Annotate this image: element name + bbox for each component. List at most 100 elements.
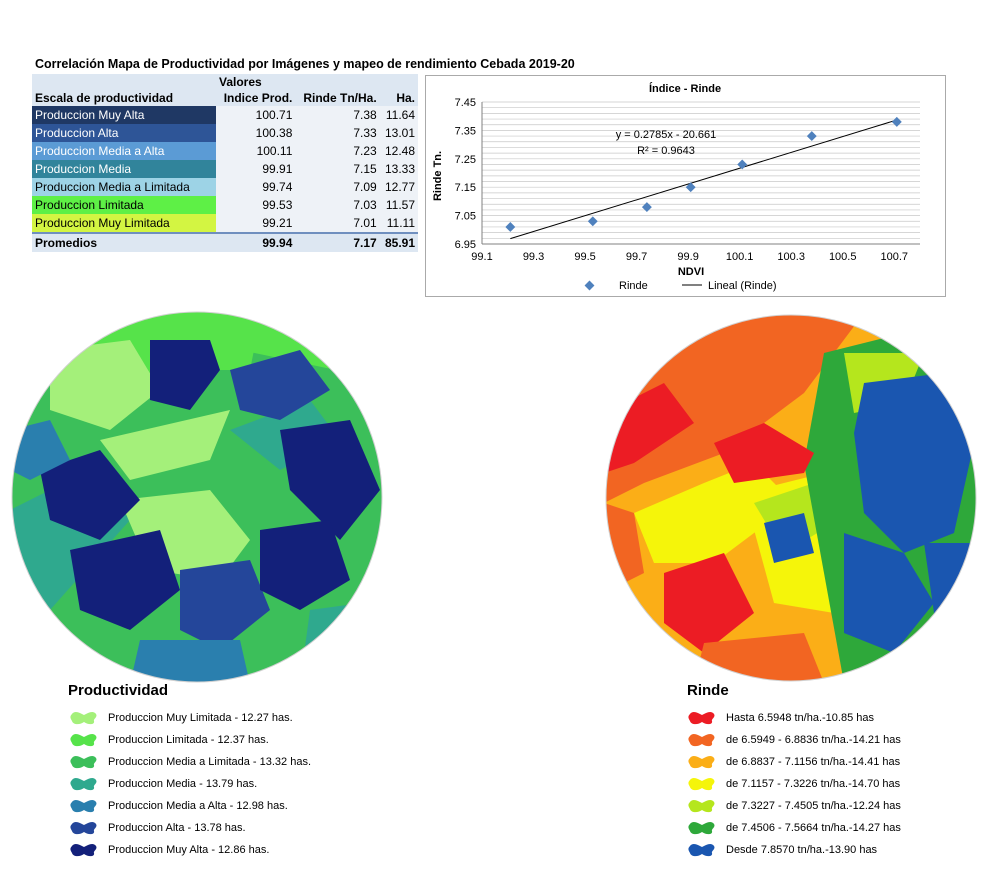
table-row: Produccion Limitada 99.53 7.03 11.57: [32, 196, 418, 214]
row-ha: 12.48: [379, 142, 418, 160]
row-indice: 99.74: [216, 178, 296, 196]
row-indice: 100.71: [216, 106, 296, 124]
data-point: [587, 216, 598, 227]
table-header-group-row: Valores: [32, 74, 418, 90]
y-tick-label: 7.25: [455, 154, 476, 166]
x-tick-label: 100.5: [829, 251, 857, 263]
row-rinde: 7.03: [295, 196, 380, 214]
legend-label: Produccion Limitada - 12.37 has.: [108, 734, 269, 746]
data-point: [737, 159, 748, 170]
x-axis-label: NDVI: [678, 266, 704, 278]
chart-legend: Rinde Lineal (Rinde): [584, 280, 776, 292]
row-rinde: 7.09: [295, 178, 380, 196]
scatter-chart-frame: 99.1 99.3 99.5 99.7 99.9 100.1 100.3 100.5 100.7…: [425, 75, 946, 297]
data-point: [891, 116, 902, 127]
x-tick-label: 99.9: [677, 251, 698, 263]
legend-item: de 7.4506 - 7.5664 tn/ha.-14.27 has: [688, 821, 988, 837]
legend-item: Produccion Limitada - 12.37 has.: [70, 733, 370, 749]
data-point: [806, 131, 817, 142]
table-row: Produccion Media a Alta 100.11 7.23 12.48: [32, 142, 418, 160]
row-ha: 11.64: [379, 106, 418, 124]
legend-item: de 6.5949 - 6.8836 tn/ha.-14.21 has: [688, 733, 988, 749]
yield-legend-title: Rinde: [687, 682, 729, 699]
table-header-row: Escala de productividad Indice Prod. Rin…: [32, 90, 418, 106]
legend-label: Produccion Media a Alta - 12.98 has.: [108, 800, 288, 812]
row-indice: 99.53: [216, 196, 296, 214]
legend-label: Produccion Media - 13.79 has.: [108, 778, 258, 790]
header-indice: Indice Prod.: [216, 90, 296, 106]
row-rinde: 7.23: [295, 142, 380, 160]
row-label: Produccion Media a Limitada: [32, 178, 216, 196]
productivity-map: [11, 311, 383, 683]
legend-label: Produccion Muy Alta - 12.86 has.: [108, 844, 270, 856]
row-rinde: 7.01: [295, 214, 380, 233]
scatter-chart: 99.1 99.3 99.5 99.7 99.9 100.1 100.3 100.5 100.7…: [432, 82, 920, 292]
legend-label: de 7.1157 - 7.3226 tn/ha.-14.70 has: [726, 778, 901, 790]
report-title: Correlación Mapa de Productividad por Im…: [35, 57, 575, 71]
legend-item: Hasta 6.5948 tn/ha.-10.85 has: [688, 711, 988, 727]
table-row: Produccion Media a Limitada 99.74 7.09 12.7…: [32, 178, 418, 196]
x-tick-label: 99.5: [574, 251, 595, 263]
row-indice: 100.11: [216, 142, 296, 160]
x-tick-label: 99.7: [626, 251, 647, 263]
averages-indice: 99.94: [216, 232, 296, 252]
row-label: Produccion Alta: [32, 124, 216, 142]
averages-ha: 85.91: [379, 232, 418, 252]
header-group-label: Valores: [216, 74, 296, 90]
legend-label: de 6.8837 - 7.1156 tn/ha.-14.41 has: [726, 756, 901, 768]
table-row: Produccion Muy Alta 100.71 7.38 11.64: [32, 106, 418, 124]
y-tick-label: 7.05: [455, 211, 476, 223]
legend-label: Hasta 6.5948 tn/ha.-10.85 has: [726, 712, 874, 724]
row-indice: 99.21: [216, 214, 296, 233]
row-ha: 11.57: [379, 196, 418, 214]
data-point: [641, 202, 652, 213]
averages-row: Promedios 99.94 7.17 85.91: [32, 232, 418, 252]
averages-rinde: 7.17: [295, 232, 380, 252]
row-ha: 13.33: [379, 160, 418, 178]
x-tick-label: 100.3: [777, 251, 805, 263]
y-tick-label: 6.95: [455, 239, 476, 251]
table-row: Produccion Muy Limitada 99.21 7.01 11.11: [32, 214, 418, 233]
legend-item: Desde 7.8570 tn/ha.-13.90 has: [688, 843, 988, 859]
legend-item: Produccion Media a Alta - 12.98 has.: [70, 799, 370, 815]
row-label: Produccion Muy Alta: [32, 106, 216, 124]
productivity-table: Valores Escala de productividad Indice P…: [32, 74, 418, 252]
table-row: Produccion Alta 100.38 7.33 13.01: [32, 124, 418, 142]
legend-label: de 6.5949 - 6.8836 tn/ha.-14.21 has: [726, 734, 901, 746]
header-rinde: Rinde Tn/Ha.: [295, 90, 380, 106]
legend-item: de 7.1157 - 7.3226 tn/ha.-14.70 has: [688, 777, 988, 793]
legend-label: de 7.3227 - 7.4505 tn/ha.-12.24 has: [726, 800, 901, 812]
yield-map: [605, 314, 977, 682]
row-label: Produccion Muy Limitada: [32, 214, 216, 233]
productivity-legend-title: Productividad: [68, 682, 169, 699]
y-tick-label: 7.45: [455, 97, 476, 109]
row-rinde: 7.33: [295, 124, 380, 142]
y-axis-label: Rinde Tn.: [432, 151, 444, 201]
row-rinde: 7.15: [295, 160, 380, 178]
y-tick-label: 7.15: [455, 182, 476, 194]
legend-label: de 7.4506 - 7.5664 tn/ha.-14.27 has: [726, 822, 901, 834]
chart-title: Índice - Rinde: [649, 82, 721, 95]
trend-r2: R² = 0.9643: [637, 145, 695, 157]
row-indice: 100.38: [216, 124, 296, 142]
row-label: Produccion Media a Alta: [32, 142, 216, 160]
row-label: Produccion Limitada: [32, 196, 216, 214]
row-label: Produccion Media: [32, 160, 216, 178]
x-tick-label: 100.1: [726, 251, 754, 263]
legend-item: Produccion Alta - 13.78 has.: [70, 821, 370, 837]
row-ha: 11.11: [379, 214, 418, 233]
legend-marker-rinde: [584, 280, 595, 291]
legend-label-rinde: Rinde: [619, 280, 648, 292]
legend-label: Produccion Alta - 13.78 has.: [108, 822, 246, 834]
legend-label: Produccion Muy Limitada - 12.27 has.: [108, 712, 293, 724]
table-row: Produccion Media 99.91 7.15 13.33: [32, 160, 418, 178]
row-indice: 99.91: [216, 160, 296, 178]
legend-label-trend: Lineal (Rinde): [708, 280, 776, 292]
averages-label: Promedios: [32, 232, 216, 252]
row-rinde: 7.38: [295, 106, 380, 124]
x-tick-label: 99.1: [471, 251, 492, 263]
row-ha: 12.77: [379, 178, 418, 196]
legend-label: Desde 7.8570 tn/ha.-13.90 has: [726, 844, 878, 856]
legend-item: Produccion Muy Limitada - 12.27 has.: [70, 711, 370, 727]
y-tick-label: 7.35: [455, 125, 476, 137]
